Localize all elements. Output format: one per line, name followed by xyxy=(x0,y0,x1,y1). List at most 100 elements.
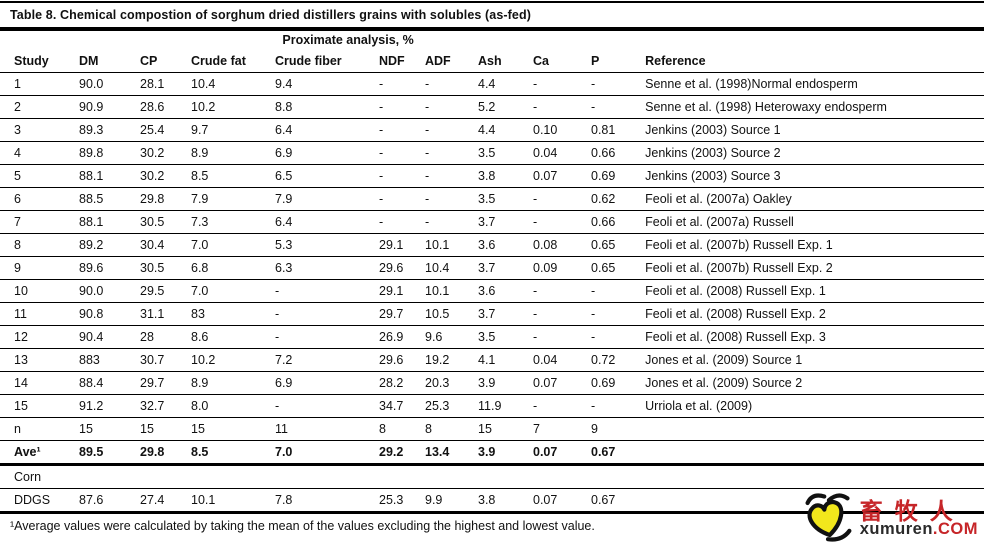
table-cell: 10.2 xyxy=(177,348,261,372)
table-row: 1 90.0 28.1 10.4 9.4- -4.4- - Senne et al. (199… xyxy=(0,72,984,96)
table-cell: 3.7 xyxy=(464,302,519,326)
table-cell: - xyxy=(577,394,632,418)
table-cell: - xyxy=(519,302,577,326)
table-cell: Jenkins (2003) Source 1 xyxy=(631,118,984,142)
title-underline-rule xyxy=(0,27,984,31)
table-cell: - xyxy=(519,210,577,234)
table-cell: 3.8 xyxy=(464,164,519,188)
table-cell: 90.4 xyxy=(65,325,126,349)
table-title: Table 8. Chemical compostion of sorghum … xyxy=(10,8,531,22)
table-cell: - xyxy=(261,302,365,326)
table-row: 10 90.0 29.5 7.0-29.1 10.1 3.6- - Feoli et al. … xyxy=(0,279,984,303)
table-cell: 9.7 xyxy=(177,118,261,142)
table-cell: Corn xyxy=(0,464,65,489)
table-cell: Feoli et al. (2008) Russell Exp. 2 xyxy=(631,302,984,326)
table-cell: - xyxy=(365,187,411,211)
table-cell: - xyxy=(519,95,577,119)
table-cell: 89.5 xyxy=(65,440,126,466)
table-cell: 7.3 xyxy=(177,210,261,234)
table-cell: 0.67 xyxy=(577,440,632,466)
table-cell: 0.69 xyxy=(577,371,632,395)
table-cell: 27.4 xyxy=(126,488,177,514)
table-row: 3 89.3 25.4 9.7 6.4- -4.4 0.10 0.81 Jenkins (200… xyxy=(0,118,984,142)
table-cell: 30.2 xyxy=(126,164,177,188)
table-cell: 29.7 xyxy=(126,371,177,395)
table-cell: - xyxy=(365,95,411,119)
table-cell: 3.5 xyxy=(464,325,519,349)
table-cell: - xyxy=(577,279,632,303)
table-cell: 90.0 xyxy=(65,72,126,96)
table-cell: Senne et al. (1998)Normal endosperm xyxy=(631,72,984,96)
table-cell: 5.3 xyxy=(261,233,365,257)
table-cell: 28.1 xyxy=(126,72,177,96)
table-cell: Jones et al. (2009) Source 1 xyxy=(631,348,984,372)
table-cell: 88.4 xyxy=(65,371,126,395)
table-cell: 29.6 xyxy=(365,348,411,372)
table-cell: 7.2 xyxy=(261,348,365,372)
table-cell: 10 xyxy=(0,279,65,303)
table-cell: 30.5 xyxy=(126,256,177,280)
table-cell: 29.7 xyxy=(365,302,411,326)
table-cell: 9.9 xyxy=(411,488,464,514)
table-row: 6 88.5 29.8 7.9 7.9- -3.5-0.62 Feoli et al. (2… xyxy=(0,187,984,211)
table-cell: 6.4 xyxy=(261,118,365,142)
table-cell: 15 xyxy=(177,417,261,441)
table-cell: - xyxy=(411,187,464,211)
table-cell: 88.1 xyxy=(65,210,126,234)
table-cell: 14 xyxy=(0,371,65,395)
table-cell: 3.5 xyxy=(464,187,519,211)
table-cell: 0.67 xyxy=(577,488,632,514)
table-cell: 8.6 xyxy=(177,325,261,349)
watermark-url-name: xumuren xyxy=(859,519,933,538)
table-cell: 13 xyxy=(0,348,65,372)
table-cell: Feoli et al. (2007a) Oakley xyxy=(631,187,984,211)
table-cell: 29.8 xyxy=(126,440,177,466)
table-cell: - xyxy=(519,394,577,418)
table-cell: 19.2 xyxy=(411,348,464,372)
table-cell: 6.4 xyxy=(261,210,365,234)
table-cell: - xyxy=(577,302,632,326)
table-row: Ave¹ 89.5 29.8 8.5 7.0 29.2 13.4 3.9 0.07 0.67 xyxy=(0,440,984,466)
table-cell: 7.8 xyxy=(261,488,365,514)
table-cell: 8.5 xyxy=(177,440,261,466)
table-cell: 8.5 xyxy=(177,164,261,188)
table-cell: 7 xyxy=(0,210,65,234)
table-cell: 0.66 xyxy=(577,141,632,165)
table-cell: 89.6 xyxy=(65,256,126,280)
table-cell: 3.9 xyxy=(464,440,519,466)
table-cell xyxy=(631,417,984,441)
table-cell: 2 xyxy=(0,95,65,119)
group-header-spacer xyxy=(0,31,65,49)
table-cell: 7.0 xyxy=(177,279,261,303)
table-row: 5 88.1 30.2 8.5 6.5- -3.8 0.07 0.69 Jenkins (200… xyxy=(0,164,984,188)
table-cell: 30.4 xyxy=(126,233,177,257)
table-cell: 10.4 xyxy=(411,256,464,280)
group-header-label: Proximate analysis, % xyxy=(282,33,414,47)
table-cell: 29.5 xyxy=(126,279,177,303)
table-cell: 89.3 xyxy=(65,118,126,142)
table-cell: 29.2 xyxy=(365,440,411,466)
table-cell: 3.6 xyxy=(464,279,519,303)
table-cell: Ave¹ xyxy=(0,440,65,466)
column-header-reference: Reference xyxy=(631,49,984,73)
watermark-chinese-text: 畜牧人 xyxy=(859,497,965,524)
table-cell: 0.07 xyxy=(519,371,577,395)
table-cell xyxy=(65,464,126,489)
table-cell: Feoli et al. (2007a) Russell xyxy=(631,210,984,234)
table-cell: Urriola et al. (2009) xyxy=(631,394,984,418)
table-cell: Jenkins (2003) Source 2 xyxy=(631,141,984,165)
table-cell: 29.6 xyxy=(365,256,411,280)
table-cell: 6.9 xyxy=(261,371,365,395)
table-cell: 0.65 xyxy=(577,256,632,280)
table-cell: - xyxy=(365,72,411,96)
table-row: DDGS 87.6 27.4 10.1 7.8 25.3 9.9 3.8 0.07 0.67 xyxy=(0,488,984,514)
table-cell: 0.10 xyxy=(519,118,577,142)
table-cell xyxy=(126,464,177,489)
table-cell: 10.1 xyxy=(411,233,464,257)
table-cell: - xyxy=(411,72,464,96)
table-cell: 25.3 xyxy=(365,488,411,514)
table-cell: 25.3 xyxy=(411,394,464,418)
proximate-analysis-table: Proximate analysis, % Study DM CP Crude … xyxy=(0,31,984,514)
table-cell xyxy=(631,464,984,489)
